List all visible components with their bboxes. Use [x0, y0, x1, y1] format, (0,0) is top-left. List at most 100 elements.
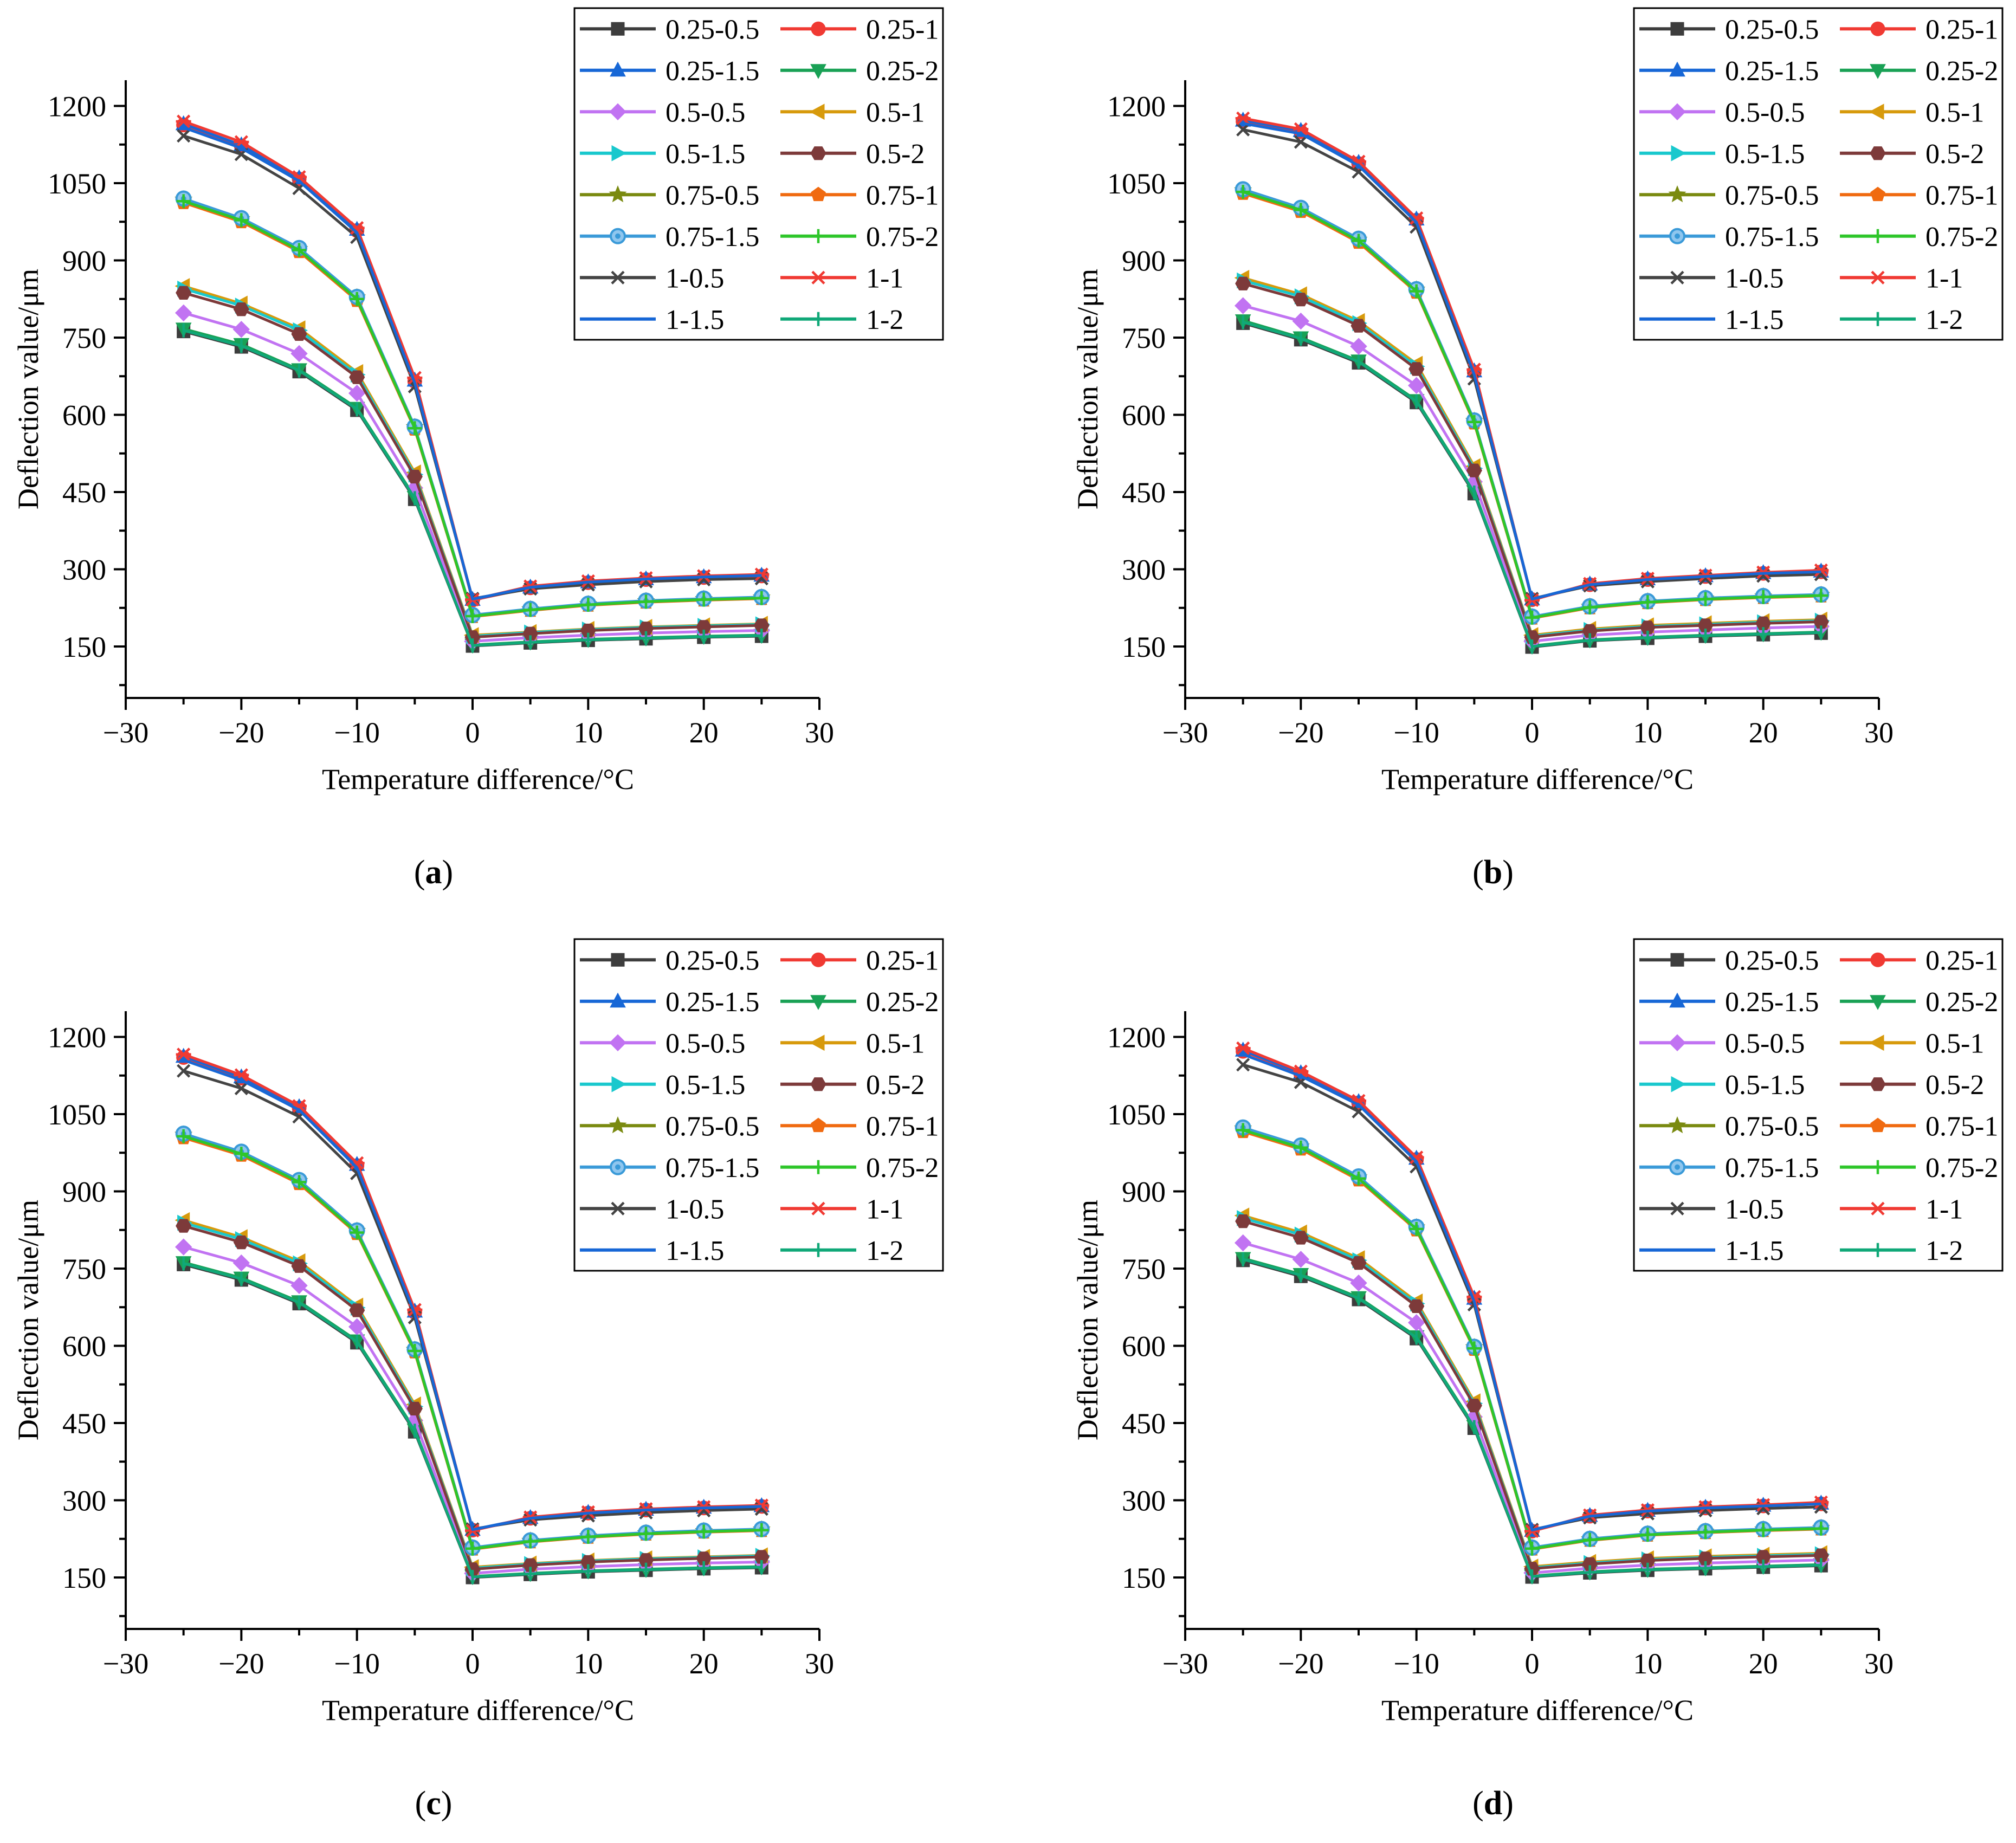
legend-marker: [1870, 952, 1885, 967]
legend-item: 0.5-1.5: [580, 1070, 745, 1101]
x-tick-label: 20: [689, 1647, 719, 1680]
legend-marker: [1870, 270, 1885, 284]
legend-label: 0.5-0.5: [1725, 1028, 1805, 1059]
series-0.75-2-point: [1756, 590, 1771, 604]
legend-marker: [1669, 228, 1685, 244]
legend-item: 1-1.5: [1639, 1236, 1784, 1266]
legend-marker: [811, 1160, 825, 1174]
series-0.5-2-line: [1243, 1220, 1821, 1570]
y-tick-label: 900: [62, 245, 106, 277]
legend-item: 0.75-0.5: [1639, 1111, 1819, 1142]
y-tick-label: 1050: [1107, 167, 1166, 200]
y-tick-label: 450: [62, 476, 106, 509]
legend-marker: [1870, 1077, 1886, 1091]
series-1-2: [1242, 315, 1823, 654]
y-tick-label: 300: [1122, 554, 1166, 586]
series-0.5-2-point: [1408, 1299, 1425, 1313]
series-0.75-2-point: [466, 1541, 480, 1556]
legend-label: 0.25-2: [866, 987, 939, 1018]
legend-item: 0.25-2: [1840, 56, 1998, 87]
legend-label: 0.5-0.5: [1725, 97, 1805, 128]
legend-item: 1-2: [780, 305, 903, 335]
legend-label: 0.25-0.5: [665, 14, 759, 45]
legend-marker: [610, 228, 626, 244]
series-0.75-2-point: [350, 292, 364, 306]
legend-marker: [609, 1116, 627, 1134]
legend-marker: [611, 1076, 627, 1092]
x-tick-label: 10: [573, 1647, 603, 1680]
legend-item: 0.25-1: [1840, 14, 1998, 45]
legend-label: 0.75-1: [866, 1111, 939, 1142]
legend-label: 0.75-1.5: [665, 1153, 759, 1184]
series-1-0.5-point: [234, 1081, 248, 1096]
legend-item: 1-0.5: [580, 1194, 724, 1225]
legend-marker: [1668, 1116, 1687, 1134]
series-0.75-2-point: [523, 603, 538, 617]
legend-marker: [1871, 1160, 1885, 1174]
legend-marker: [609, 185, 627, 203]
series-0.5-2-point: [580, 1555, 596, 1569]
legend-label: 0.5-1.5: [1725, 1070, 1805, 1101]
series-0.5-2-point: [176, 286, 192, 300]
legend-marker-dot: [615, 1164, 621, 1170]
series-1-1-point: [176, 114, 191, 128]
legend-label: 0.5-1.5: [665, 139, 745, 170]
x-tick-label: 20: [1749, 1647, 1778, 1680]
legend-marker: [609, 1034, 626, 1051]
series-0.5-2-point: [233, 302, 249, 316]
legend-item: 0.75-1.5: [1639, 222, 1819, 253]
series-1-1.5: [183, 1058, 762, 1531]
series-0.5-0.5-point: [290, 1277, 308, 1295]
legend-item: 0.75-1.5: [580, 222, 759, 253]
series-0.5-2-point: [176, 1219, 192, 1233]
legend-item: 0.75-1.5: [580, 1153, 759, 1184]
chart-panel: −30 −20 −10 0 10 20 30 150 300 450 600 750 900 1050 12…: [1071, 938, 2004, 1822]
series-0.5-2-point: [522, 626, 539, 641]
series-1-0.5-point: [1236, 122, 1250, 137]
x-tick-label: 30: [805, 1647, 834, 1680]
legend-label: 0.75-0.5: [1725, 1111, 1819, 1142]
legend-item: 0.5-2: [1840, 1070, 1984, 1101]
legend-item: 0.25-1.5: [580, 987, 759, 1018]
y-tick-label: 300: [1122, 1485, 1166, 1517]
y-tick-label: 900: [1122, 1176, 1166, 1208]
legend-label: 0.75-2: [866, 1153, 939, 1184]
legend-item: 0.5-1: [780, 1028, 925, 1059]
legend-item: 0.5-2: [780, 139, 925, 170]
legend-label: 0.25-2: [866, 56, 939, 87]
legend-label: 0.75-1: [1925, 1111, 1998, 1142]
x-axis-title: Temperature difference/°C: [1381, 763, 1694, 796]
y-axis-title: Deflection value/μm: [1071, 1200, 1104, 1440]
legend-label: 0.5-0.5: [665, 1028, 745, 1059]
legend-item: 0.5-1: [1840, 97, 1984, 128]
panel-label-letter: d: [1484, 1785, 1502, 1822]
series-0.5-2-point: [291, 327, 307, 341]
x-axis-title: Temperature difference/°C: [322, 1694, 634, 1726]
series-0.75-2-point: [754, 1523, 769, 1537]
series-0.75-2-point: [234, 1147, 249, 1161]
series-0.75-2-point: [523, 1534, 538, 1549]
legend-item: 1-2: [1840, 1236, 1963, 1266]
series-1-0.5-point: [177, 1064, 191, 1078]
legend-item: 1-2: [780, 1236, 903, 1266]
series-0.5-2-point: [233, 1235, 249, 1250]
legend: 0.25-0.5 0.25-1 0.25-1.5 0.25-2 0.5-0.5 0.5-1…: [1633, 938, 2004, 1272]
series-1-1-point: [1813, 563, 1829, 577]
panel-label-letter: c: [426, 1785, 441, 1822]
series-0.75-2-point: [292, 1175, 306, 1189]
series-0.5-2-point: [696, 1551, 712, 1566]
legend-item: 1-0.5: [580, 263, 724, 294]
y-tick-label: 750: [1122, 1253, 1166, 1285]
legend-label: 1-1.5: [1725, 1236, 1784, 1266]
legend-marker: [1869, 1034, 1884, 1051]
x-tick-label: 30: [1864, 1647, 1894, 1680]
legend-marker: [1669, 103, 1686, 120]
legend-marker-dot: [615, 233, 621, 239]
legend-box: [573, 938, 944, 1272]
x-tick-label: −20: [218, 1647, 264, 1680]
series-0.75-2: [176, 194, 769, 623]
y-tick-label: 1050: [48, 1098, 106, 1131]
legend-label: 0.75-1.5: [1725, 222, 1819, 253]
series-0.75-2-point: [1525, 610, 1539, 625]
legend-marker: [811, 1117, 826, 1133]
